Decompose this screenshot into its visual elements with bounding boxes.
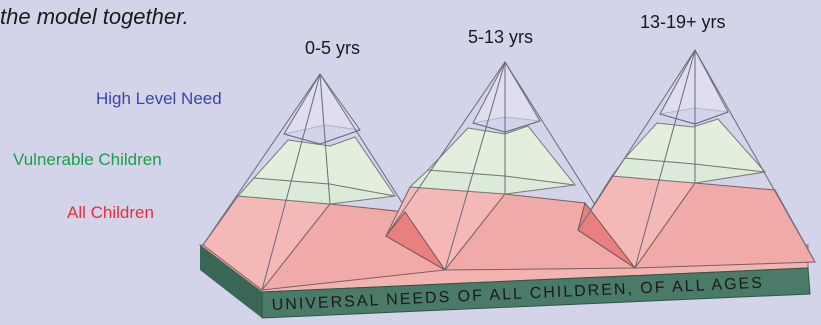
age-label-0-5: 0-5 yrs: [305, 38, 361, 58]
base-front-face: [261, 267, 811, 319]
pyramid-13-19-edge: [577, 49, 696, 231]
pyramid-5-13-edge: [444, 61, 506, 271]
age-label-5-13: 5-13 yrs: [468, 27, 534, 47]
pyramid-13-19-overlap: [577, 201, 636, 269]
intro-text: the model together.: [0, 4, 189, 29]
age-label-13-19: 13-19+ yrs: [640, 12, 726, 32]
pyramid-13-19-edge: [694, 49, 816, 263]
legend-all-children: All Children: [67, 203, 154, 222]
pyramid-5-13-apex: [472, 60, 541, 133]
pyramid-0-5-edge: [202, 73, 321, 246]
pyramid-0-5-edge: [261, 73, 321, 291]
pyramid-5-13-overlap: [385, 211, 446, 271]
pyramid-0-5-vulnerable-face: [252, 136, 397, 197]
legend-vulnerable-children: Vulnerable Children: [13, 150, 162, 169]
pyramid-13-19: [577, 48, 816, 269]
pyramid-13-19-apex: [659, 48, 729, 125]
pyramid-0-5-edge: [319, 73, 331, 205]
pyramid-0-5: [202, 73, 446, 291]
pyramid-5-13-edge: [385, 61, 506, 237]
base-left-face: [200, 245, 262, 318]
pyramid-0-5-apex: [283, 73, 361, 145]
pyramid-5-13: [385, 60, 637, 271]
pyramid-13-19-edge: [634, 49, 696, 269]
legend-high-level-need: High Level Need: [96, 89, 222, 108]
